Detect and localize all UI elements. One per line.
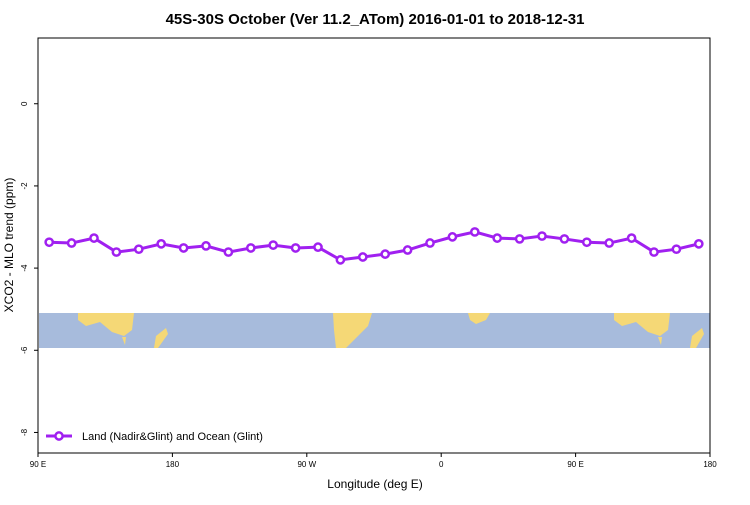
point <box>425 238 435 248</box>
point <box>514 234 525 244</box>
point <box>402 245 413 255</box>
point <box>133 244 144 255</box>
point <box>604 238 615 248</box>
y-tick-label: -2 <box>20 182 29 190</box>
point <box>44 237 55 248</box>
y-tick-label: 0 <box>20 101 29 106</box>
plot-frame <box>37 37 711 454</box>
point <box>89 233 99 243</box>
point <box>492 233 503 243</box>
point <box>380 249 391 259</box>
point <box>156 239 167 249</box>
x-tick-label: 0 <box>439 460 444 469</box>
point <box>178 243 189 253</box>
y-tick-label: -8 <box>20 428 29 436</box>
point <box>201 241 211 251</box>
point <box>357 252 368 262</box>
chart-title: 45S-30S October (Ver 11.2_ATom) 2016-01-… <box>166 11 585 28</box>
point <box>559 234 570 244</box>
point <box>245 243 256 253</box>
y-axis-label: XCO2 - MLO trend (ppm) <box>2 178 16 313</box>
point <box>447 232 458 242</box>
x-tick-label: 180 <box>703 460 717 469</box>
point <box>537 231 547 241</box>
legend-marker <box>54 431 64 441</box>
map-strip <box>39 313 710 348</box>
x-tick-label: 90 E <box>30 460 46 469</box>
point <box>66 238 77 248</box>
x-axis-label: Longitude (deg E) <box>327 477 422 491</box>
point <box>111 247 122 257</box>
y-tick-label: -6 <box>20 346 29 354</box>
point <box>693 239 704 249</box>
point <box>581 237 592 248</box>
point <box>313 242 323 252</box>
point <box>626 233 637 243</box>
point <box>671 244 682 255</box>
point <box>335 255 346 265</box>
x-tick-label: 90 W <box>297 460 316 469</box>
legend-label: Land (Nadir&Glint) and Ocean (Glint) <box>82 431 263 443</box>
y-tick-label: -4 <box>20 264 29 272</box>
point <box>469 227 480 237</box>
x-tick-label: 180 <box>166 460 180 469</box>
x-tick-label: 90 E <box>567 460 583 469</box>
line-series <box>49 230 700 262</box>
point <box>223 247 234 257</box>
point <box>290 243 301 253</box>
point <box>649 247 659 257</box>
point <box>268 240 279 250</box>
